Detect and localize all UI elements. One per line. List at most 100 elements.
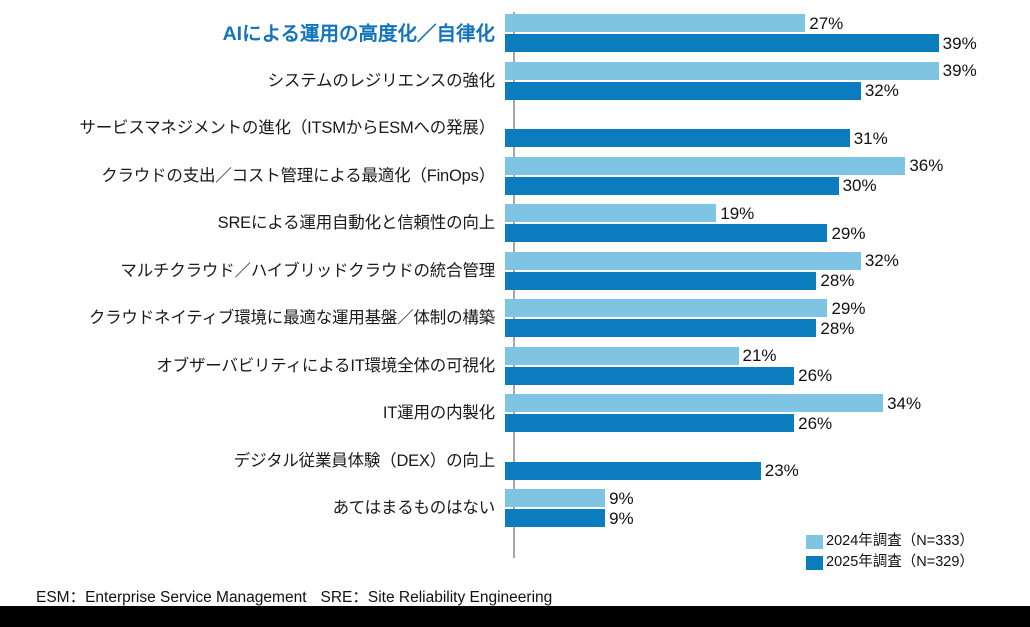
bar-fill-2024	[505, 346, 739, 365]
bar-value-label-2025: 31%	[853, 128, 888, 148]
chart-row: IT運用の内製化 34% 26%	[0, 390, 1030, 438]
chart-row: システムのレジリエンスの強化 39% 32%	[0, 58, 1030, 106]
chart-rows: AIによる運用の高度化／自律化 27% 39% システムのレジリエンスの強化 39% 32…	[0, 10, 1030, 533]
bar-2024[interactable]: 9%	[505, 489, 634, 507]
row-category-label: サービスマネジメントの進化（ITSMからESMへの発展）	[79, 119, 495, 138]
row-category-label: クラウドネイティブ環境に最適な運用基盤／体制の構築	[88, 309, 495, 328]
footnote-sre: SRE：Site Reliability Engineering	[320, 589, 553, 606]
bottom-bar	[0, 606, 1030, 627]
bar-fill-2024	[505, 489, 606, 507]
row-bars: 36% 30%	[505, 153, 1030, 201]
row-bars: 21% 26%	[505, 343, 1030, 391]
bar-value-label-2025: 26%	[798, 413, 833, 433]
row-bars: 27% 39%	[505, 10, 1030, 58]
chart-row: クラウドネイティブ環境に最適な運用基盤／体制の構築 29% 28%	[0, 295, 1030, 343]
chart-row: AIによる運用の高度化／自律化 27% 39%	[0, 10, 1030, 58]
bar-value-label-2025: 26%	[798, 366, 833, 385]
row-bars: 34% 26%	[505, 390, 1030, 438]
bar-value-label-2025: 30%	[842, 176, 877, 195]
bar-value-label-2024: 27%	[809, 13, 844, 33]
row-bars: 9% 9%	[505, 485, 1030, 533]
bar-fill-2025	[505, 129, 850, 147]
bar-2025[interactable]: 9%	[505, 509, 634, 527]
bar-fill-2025	[505, 81, 861, 100]
row-category-label: オブザーバビリティによるIT環境全体の可視化	[156, 356, 495, 375]
bar-value-label-2024: 29%	[831, 298, 866, 318]
legend-swatch-2025	[806, 555, 823, 570]
bar-2025[interactable]: 39%	[505, 34, 977, 52]
bar-value-label-2025: 32%	[864, 81, 899, 100]
legend-label-2025: 2025年調査（N=329）	[826, 554, 974, 571]
footnote-esm: ESM：Enterprise Service Management	[36, 589, 307, 606]
bar-2024[interactable]: 34%	[505, 394, 921, 412]
bar-value-label-2024: 36%	[909, 156, 944, 175]
bar-value-label-2025: 29%	[831, 223, 866, 243]
bar-value-label-2025: 9%	[609, 508, 634, 528]
bar-2024[interactable]: 27%	[505, 14, 843, 32]
bar-fill-2024	[505, 204, 717, 222]
chart-row: サービスマネジメントの進化（ITSMからESMへの発展） 31%	[0, 105, 1030, 153]
footnote: ESM：Enterprise Service Management SRE：Sit…	[36, 585, 552, 607]
bar-value-label-2024: 21%	[742, 346, 777, 365]
bar-value-label-2024: 32%	[864, 251, 899, 270]
bar-2025[interactable]: 26%	[505, 414, 832, 432]
bar-fill-2024	[505, 251, 861, 270]
row-category-label: デジタル従業員体験（DEX）の向上	[233, 451, 495, 470]
bar-2024[interactable]: 32%	[505, 251, 899, 270]
bar-fill-2025	[505, 414, 795, 432]
chart-row: クラウドの支出／コスト管理による最適化（FinOps） 36% 30%	[0, 153, 1030, 201]
bar-2024[interactable]: 21%	[505, 346, 777, 365]
row-bars: 19% 29%	[505, 200, 1030, 248]
legend-item-2024[interactable]: 2024年調査（N=333）	[806, 531, 974, 552]
bar-2025[interactable]: 28%	[505, 319, 854, 337]
bar-value-label-2024: 9%	[609, 488, 634, 508]
legend-item-2025[interactable]: 2025年調査（N=329）	[806, 552, 974, 573]
chart-row: マルチクラウド／ハイブリッドクラウドの統合管理 32% 28%	[0, 248, 1030, 296]
bar-2024[interactable]: 39%	[505, 61, 977, 80]
chart-row: デジタル従業員体験（DEX）の向上 23%	[0, 438, 1030, 486]
bar-2024[interactable]: 19%	[505, 204, 754, 222]
bar-fill-2025	[505, 509, 606, 527]
bar-2025[interactable]: 31%	[505, 129, 888, 147]
row-bars: 32% 28%	[505, 248, 1030, 296]
bar-fill-2025	[505, 224, 828, 242]
bar-fill-2025	[505, 461, 761, 480]
bar-2025[interactable]: 28%	[505, 271, 855, 290]
bar-fill-2024	[505, 14, 806, 32]
bar-fill-2025	[505, 34, 939, 52]
bar-fill-2024	[505, 61, 939, 80]
bar-fill-2025	[505, 271, 817, 290]
row-category-label: クラウドの支出／コスト管理による最適化（FinOps）	[101, 166, 495, 185]
bar-value-label-2024: 39%	[942, 61, 977, 80]
row-category-label: マルチクラウド／ハイブリッドクラウドの統合管理	[120, 261, 495, 280]
bar-fill-2025	[505, 319, 817, 337]
bar-fill-2025	[505, 176, 839, 195]
bar-fill-2024	[505, 156, 906, 175]
row-category-label: IT運用の内製化	[382, 404, 495, 423]
row-bars: 31%	[505, 105, 1030, 153]
bar-2025[interactable]: 32%	[505, 81, 899, 100]
row-category-label: AIによる運用の高度化／自律化	[222, 22, 495, 45]
bar-2024[interactable]: 36%	[505, 156, 944, 175]
legend-swatch-2024	[806, 534, 823, 549]
bar-fill-2024	[505, 299, 828, 317]
chart-row: オブザーバビリティによるIT環境全体の可視化 21% 26%	[0, 343, 1030, 391]
row-bars: 39% 32%	[505, 58, 1030, 106]
bar-2025[interactable]: 30%	[505, 176, 877, 195]
bar-2024[interactable]: 29%	[505, 299, 866, 317]
bar-2025[interactable]: 26%	[505, 366, 833, 385]
row-bars: 29% 28%	[505, 295, 1030, 343]
bar-value-label-2025: 28%	[820, 318, 855, 338]
bar-2025[interactable]: 23%	[505, 461, 799, 480]
chart-row: SREによる運用自動化と信頼性の向上 19% 29%	[0, 200, 1030, 248]
chart-row: あてはまるものはない 9% 9%	[0, 485, 1030, 533]
bar-value-label-2025: 28%	[820, 271, 855, 290]
bar-2025[interactable]: 29%	[505, 224, 866, 242]
bar-value-label-2024: 19%	[720, 203, 755, 223]
bar-fill-2024	[505, 394, 884, 412]
bar-fill-2025	[505, 366, 795, 385]
bar-value-label-2025: 39%	[942, 33, 977, 53]
bar-value-label-2024: 34%	[887, 393, 922, 413]
row-bars: 23%	[505, 438, 1030, 486]
